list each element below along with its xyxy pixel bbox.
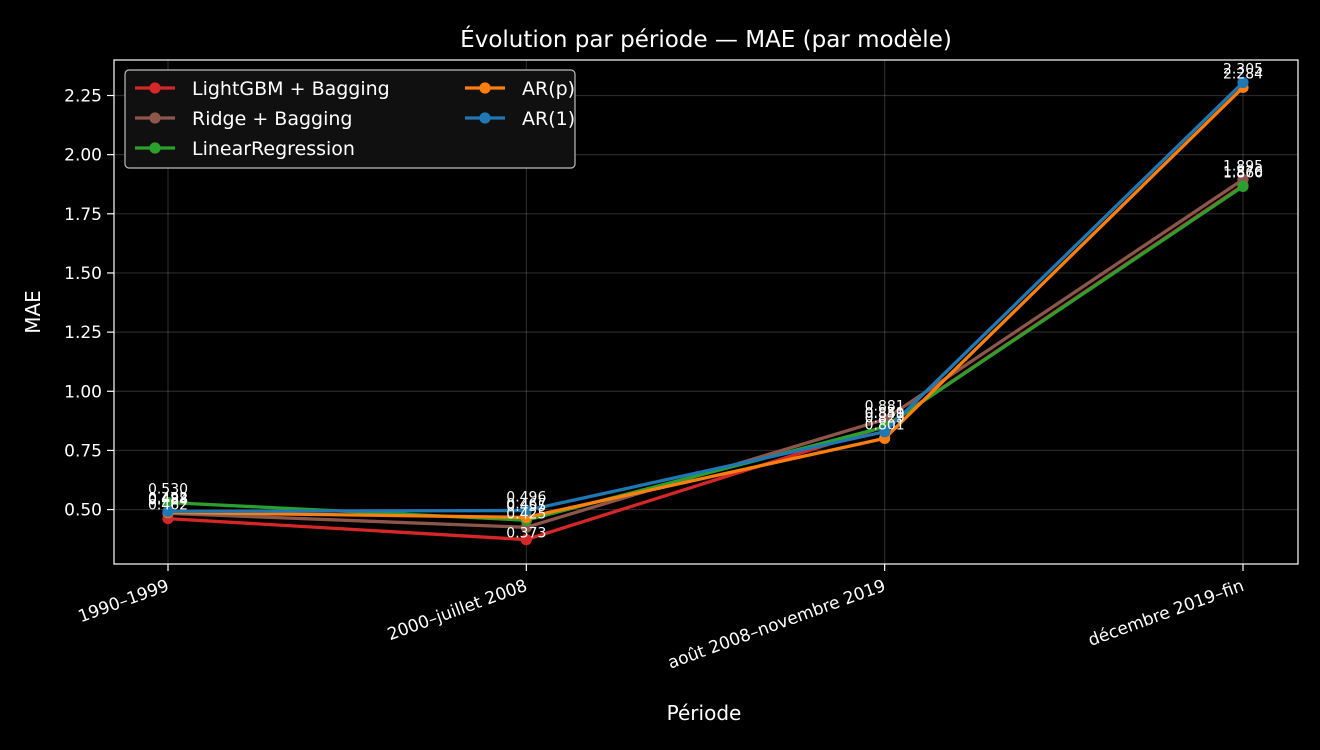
- data-point: [520, 534, 532, 546]
- legend-label: AR(p): [522, 78, 575, 100]
- data-label: 2.305: [1223, 61, 1263, 77]
- legend-swatch-marker: [479, 112, 491, 124]
- data-label: 0.462: [148, 498, 188, 514]
- data-label: 1.866: [1223, 165, 1263, 181]
- legend-box: [124, 69, 576, 169]
- legend-label: LightGBM + Bagging: [192, 78, 390, 100]
- data-label: 0.851: [865, 406, 905, 422]
- data-point: [1237, 76, 1249, 89]
- data-point: [1237, 180, 1249, 192]
- data-label: 0.455: [506, 499, 546, 515]
- y-tick-label: 0.75: [64, 441, 102, 461]
- data-label: 0.496: [506, 490, 546, 506]
- data-point: [162, 496, 174, 509]
- legend: LightGBM + Bagging Ridge + Bagging LinearR…: [124, 69, 576, 169]
- y-axis-label: MAE: [21, 290, 45, 334]
- y-tick-label: 1.25: [64, 323, 102, 343]
- data-label: 0.530: [148, 481, 188, 497]
- legend-label: LinearRegression: [192, 138, 355, 160]
- x-tick-label: décembre 2019–fin: [1086, 576, 1247, 651]
- data-label: 2.284: [1223, 66, 1263, 82]
- x-tick-label: 2000–juillet 2008: [385, 576, 530, 645]
- data-point: [879, 426, 891, 438]
- x-axis-label: Période: [667, 701, 742, 725]
- chart-title: Évolution par période — MAE (par modèle): [460, 25, 952, 53]
- y-tick-label: 1.50: [64, 264, 102, 284]
- data-label: 0.467: [506, 496, 546, 512]
- y-tick-label: 0.50: [64, 501, 102, 521]
- legend-swatch-marker: [479, 82, 491, 94]
- y-tick-label: 2.00: [64, 146, 102, 166]
- data-label: 0.425: [506, 506, 546, 522]
- data-label: 0.484: [148, 492, 188, 508]
- x-tick-label: août 2008–novembre 2019: [665, 576, 888, 674]
- data-label: 0.492: [148, 490, 188, 506]
- data-label: 0.881: [865, 398, 905, 414]
- data-label: 1.870: [1223, 164, 1263, 180]
- data-label: 0.849: [865, 406, 905, 422]
- series-line: [167, 81, 1245, 514]
- y-tick-label: 1.75: [64, 205, 102, 225]
- legend-swatch-marker: [149, 142, 161, 154]
- data-label: 0.801: [865, 417, 905, 433]
- series-line: [167, 86, 1245, 520]
- data-label: 0.488: [148, 491, 188, 507]
- legend-swatch-marker: [149, 82, 161, 94]
- data-point: [520, 504, 532, 517]
- data-label: 0.829: [865, 411, 905, 427]
- x-tick-label: 1990–1999: [76, 576, 172, 627]
- y-tick-label: 2.25: [64, 86, 102, 106]
- data-label: 1.895: [1223, 158, 1263, 174]
- y-tick-label: 1.00: [64, 382, 102, 402]
- data-point: [162, 505, 174, 518]
- data-label: 0.373: [506, 526, 546, 542]
- plot-frame: [113, 59, 1299, 565]
- legend-label: AR(1): [522, 108, 575, 130]
- legend-label: Ridge + Bagging: [192, 108, 352, 130]
- legend-swatch-marker: [149, 112, 161, 124]
